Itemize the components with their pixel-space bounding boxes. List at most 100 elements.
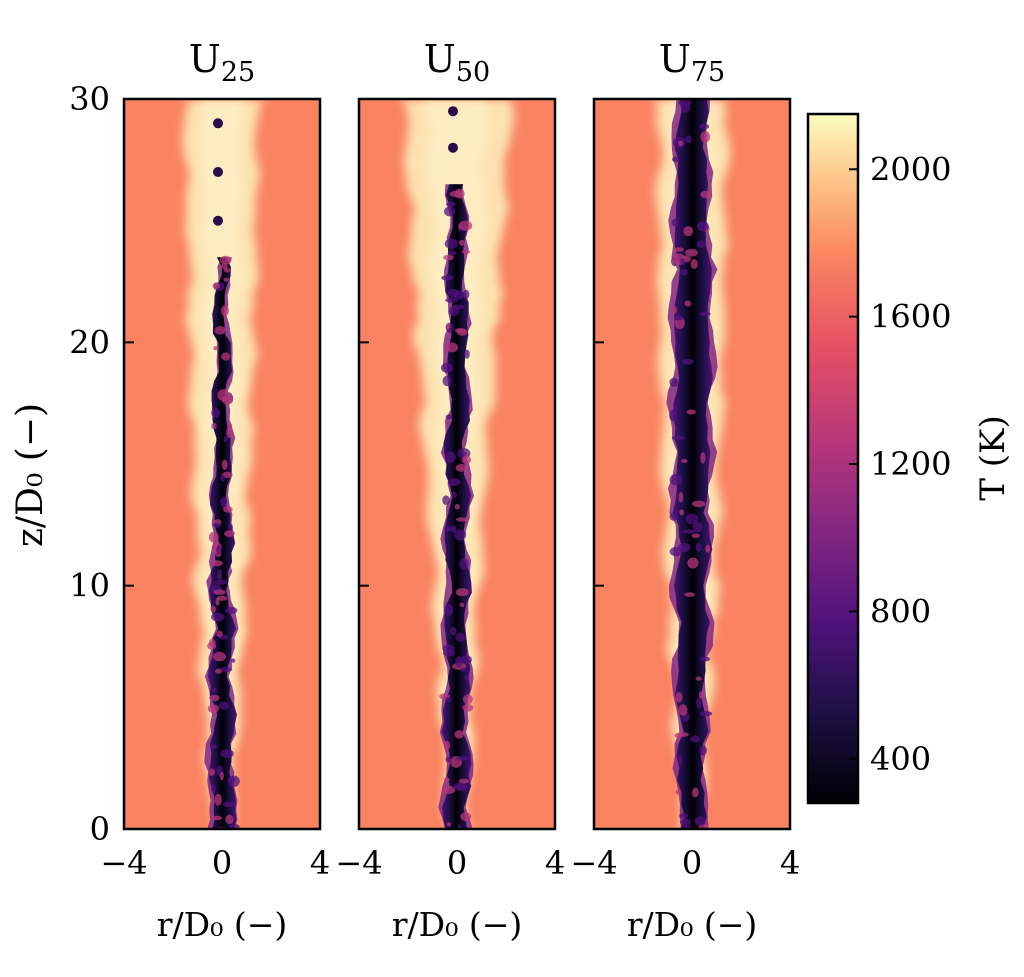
eddy: [456, 517, 468, 522]
eddy: [694, 816, 706, 826]
eddy: [681, 458, 688, 463]
eddy: [216, 573, 223, 581]
eddy: [447, 478, 461, 487]
eddy: [226, 427, 234, 438]
eddy: [445, 414, 452, 420]
eddy: [444, 777, 450, 783]
eddy: [698, 691, 704, 699]
eddy: [446, 201, 456, 207]
eddy: [219, 667, 233, 672]
eddy: [220, 473, 225, 482]
eddy: [231, 658, 236, 663]
eddy: [213, 589, 226, 595]
eddy: [695, 676, 702, 681]
eddy: [459, 239, 465, 246]
eddy: [454, 504, 460, 510]
eddy: [212, 282, 220, 290]
eddy: [448, 306, 460, 316]
eddy: [700, 131, 711, 143]
eddy: [685, 513, 699, 525]
x-tick-label: 0: [447, 844, 467, 882]
eddy: [463, 694, 473, 705]
eddy: [699, 311, 711, 316]
y-tick-label: 0: [90, 810, 110, 848]
eddy: [211, 815, 223, 821]
eddy: [447, 288, 460, 298]
y-tick-label: 10: [69, 567, 110, 605]
cold-blob: [213, 167, 223, 177]
eddy: [225, 814, 234, 825]
eddy: [679, 509, 684, 516]
eddy: [699, 123, 710, 130]
eddy: [447, 251, 457, 256]
eddy: [696, 697, 702, 709]
eddy: [686, 409, 696, 415]
y-tick-label: 20: [69, 323, 110, 361]
eddy: [679, 813, 689, 819]
eddy: [220, 749, 234, 758]
eddy: [454, 730, 464, 739]
eddy: [221, 352, 231, 361]
panel-title: U25: [189, 37, 255, 88]
colorbar: 400 800 1200 1600 2000: [806, 112, 951, 805]
eddy: [444, 740, 450, 751]
eddy: [458, 220, 473, 231]
x-tick-label: −4: [100, 844, 147, 882]
eddy: [678, 140, 684, 147]
eddy: [680, 818, 691, 826]
eddy: [440, 363, 453, 373]
eddy: [208, 768, 216, 776]
eddy: [449, 627, 457, 636]
eddy: [211, 407, 220, 418]
eddy: [213, 346, 219, 351]
eddy: [221, 395, 234, 405]
eddy: [442, 785, 456, 795]
panel-title-base: U: [659, 37, 691, 81]
eddy: [696, 240, 706, 248]
eddy: [669, 546, 683, 557]
eddy: [225, 606, 238, 615]
eddy: [459, 558, 469, 570]
x-axis-label: r/D₀ (−): [157, 905, 287, 944]
eddy: [461, 249, 471, 254]
eddy: [209, 694, 220, 702]
cold-blob: [448, 142, 458, 153]
colorbar-tick-label: 400: [870, 740, 931, 778]
panel-u50: U50 −4 0 4 r/D₀ (−): [335, 37, 565, 944]
eddy: [221, 262, 228, 270]
eddy: [691, 533, 700, 539]
panel-title-subscript: 25: [221, 57, 255, 88]
eddy: [705, 544, 711, 553]
eddy: [672, 156, 680, 163]
y-tick-label: 30: [69, 80, 110, 118]
eddy: [223, 506, 233, 513]
eddy: [699, 656, 711, 662]
eddy: [442, 644, 455, 653]
panel-title-subscript: 50: [456, 57, 490, 88]
eddy: [690, 735, 701, 743]
panel-u75: U75 −4 0 4 r/D₀ (−): [570, 37, 800, 944]
eddy: [683, 226, 694, 237]
x-axis-label: r/D₀ (−): [392, 905, 522, 944]
eddy: [454, 529, 467, 541]
eddy: [210, 784, 216, 794]
x-tick-label: −4: [335, 844, 382, 882]
colorbar-tick-label: 2000: [870, 150, 951, 188]
eddy: [678, 99, 692, 107]
eddy: [683, 529, 696, 534]
panels-group: U25−4 0 4r/D₀ (−)U50−4 0 4r/D₀ (−)U75−4 0 4r/D…: [100, 37, 800, 944]
eddy: [463, 289, 470, 299]
y-axis: 0 10 20 30: [69, 80, 110, 848]
eddy: [219, 255, 232, 265]
eddy: [443, 254, 454, 261]
y-axis-label: z/D₀ (−): [10, 403, 51, 547]
eddy: [443, 603, 454, 616]
eddy: [700, 452, 706, 464]
eddy: [684, 592, 695, 597]
eddy: [458, 778, 470, 784]
panel-title-base: U: [189, 37, 221, 81]
x-axis-label: r/D₀ (−): [627, 905, 757, 944]
eddy: [214, 793, 222, 806]
eddy: [445, 323, 451, 330]
